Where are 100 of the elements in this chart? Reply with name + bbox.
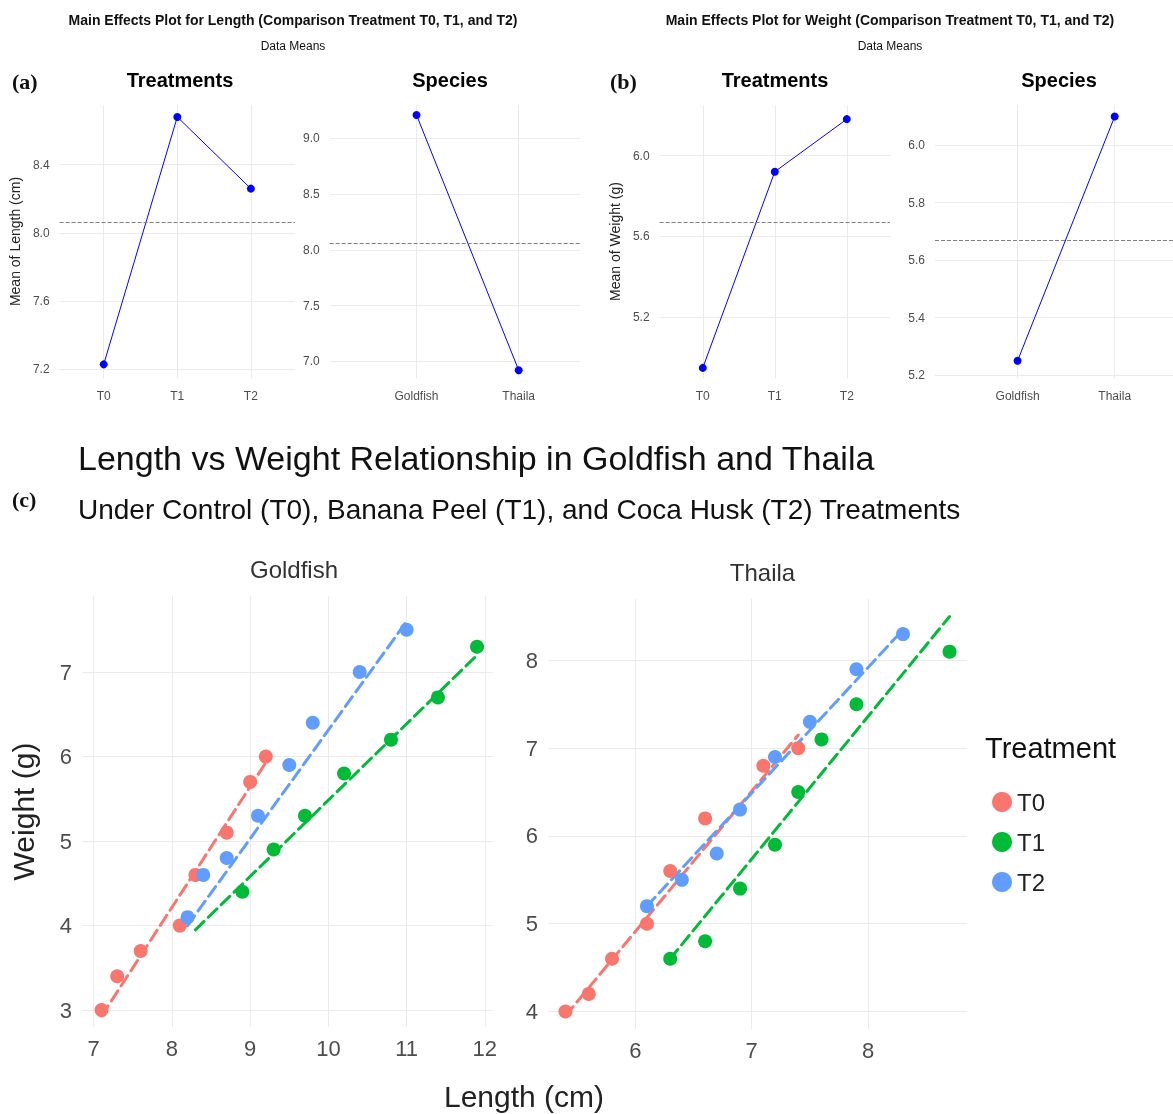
- y-tick-label: 7: [525, 735, 538, 761]
- point: [243, 774, 258, 789]
- point: [430, 690, 445, 705]
- y-axis-title: Mean of Length (cm): [7, 176, 23, 307]
- x-tick-label: Thaila: [502, 389, 536, 403]
- point: [94, 1003, 109, 1018]
- y-tick-label: 5: [59, 828, 72, 854]
- chart-title: Goldfish: [249, 555, 339, 583]
- y-tick-label: 6.0: [632, 148, 650, 163]
- point: [172, 918, 187, 933]
- y-tick-label: 8.4: [32, 157, 50, 172]
- point: [802, 714, 817, 729]
- point: [337, 766, 352, 781]
- x-tick-label: 8: [861, 1037, 875, 1063]
- point: [698, 811, 713, 826]
- point: [663, 864, 678, 879]
- point: [180, 910, 195, 925]
- point: [733, 881, 748, 896]
- point: [219, 850, 234, 865]
- point: [767, 749, 782, 764]
- y-tick-label: 8.0: [302, 242, 320, 257]
- x-tick-label: 11: [395, 1035, 419, 1061]
- y-tick-label: 5.2: [632, 310, 650, 325]
- point: [942, 644, 957, 659]
- point: [173, 112, 182, 121]
- point: [297, 808, 312, 823]
- y-tick-label: 8.5: [302, 187, 320, 202]
- legend-label: T0: [1017, 788, 1046, 816]
- point: [110, 969, 125, 984]
- point: [258, 749, 273, 764]
- point: [814, 732, 829, 747]
- point: [767, 837, 782, 852]
- x-tick-label: 8: [165, 1035, 179, 1061]
- x-tick-label: 9: [244, 1035, 257, 1061]
- y-tick-label: 5: [525, 911, 538, 937]
- x-tick-label: 7: [745, 1037, 758, 1063]
- point: [99, 360, 108, 369]
- x-tick-label: T2: [839, 389, 855, 403]
- x-tick-label: T0: [96, 389, 112, 403]
- x-tick-label: Goldfish: [995, 389, 1040, 403]
- point: [196, 867, 211, 882]
- x-tick-label: 10: [316, 1035, 341, 1061]
- point: [133, 943, 148, 958]
- text: Data Means: [857, 39, 923, 53]
- text: (b): [610, 69, 637, 95]
- y-axis-title: Weight (g): [6, 742, 40, 881]
- text: (a): [12, 69, 38, 95]
- text: (c): [12, 487, 37, 513]
- point: [733, 802, 748, 817]
- y-tick-label: 8.0: [32, 225, 50, 240]
- point: [663, 951, 678, 966]
- legend-title: Treatment: [985, 731, 1117, 764]
- point: [235, 884, 250, 899]
- y-tick-label: 5.6: [908, 253, 926, 268]
- legend-label: T1: [1017, 828, 1046, 856]
- x-tick-label: T1: [170, 389, 185, 403]
- text: Under Control (T0), Banana Peel (T1), and Coca Husk (T2) Treatments: [78, 494, 961, 526]
- point: [470, 639, 485, 654]
- point: [251, 808, 265, 823]
- point: [896, 627, 910, 642]
- chart-title: Treatments: [721, 69, 829, 91]
- point: [791, 741, 806, 756]
- point: [698, 363, 707, 372]
- point: [305, 715, 320, 730]
- text: Data Means: [260, 39, 326, 53]
- chart-title: Species: [412, 69, 488, 91]
- x-tick-label: Goldfish: [394, 389, 439, 403]
- y-tick-label: 6.0: [908, 138, 926, 153]
- x-tick-label: 7: [87, 1035, 100, 1061]
- x-axis-title: Length (cm): [443, 1080, 605, 1114]
- x-tick-label: T1: [767, 389, 783, 403]
- point: [558, 1004, 573, 1019]
- legend-label: T2: [1017, 868, 1046, 896]
- point: [639, 899, 654, 914]
- y-tick-label: 6: [525, 823, 538, 849]
- y-tick-label: 7.6: [32, 294, 50, 309]
- text: Length vs Weight Relationship in Goldfish and Thaila: [78, 438, 875, 478]
- y-tick-label: 3: [59, 997, 72, 1023]
- point: [709, 846, 724, 861]
- point: [849, 662, 864, 677]
- point: [639, 916, 654, 931]
- point: [674, 872, 689, 887]
- y-tick-label: 7.0: [302, 354, 320, 369]
- point: [383, 732, 398, 747]
- y-tick-label: 4: [59, 913, 72, 939]
- point: [605, 951, 620, 966]
- point: [849, 697, 864, 712]
- x-tick-label: T0: [695, 389, 711, 403]
- y-tick-label: 8: [525, 647, 538, 673]
- text: Main Effects Plot for Length (Comparison Treatment T0, T1, and T2): [68, 12, 518, 28]
- point: [791, 785, 806, 800]
- y-axis-title: Mean of Weight (g): [607, 182, 623, 301]
- x-tick-label: Thaila: [1098, 389, 1132, 403]
- y-tick-label: 7.5: [302, 298, 320, 313]
- x-tick-label: T2: [243, 389, 259, 403]
- y-tick-label: 5.6: [632, 229, 650, 244]
- point: [219, 825, 234, 840]
- y-tick-label: 7: [59, 659, 72, 685]
- x-tick-label: 12: [472, 1035, 498, 1061]
- point: [770, 167, 779, 176]
